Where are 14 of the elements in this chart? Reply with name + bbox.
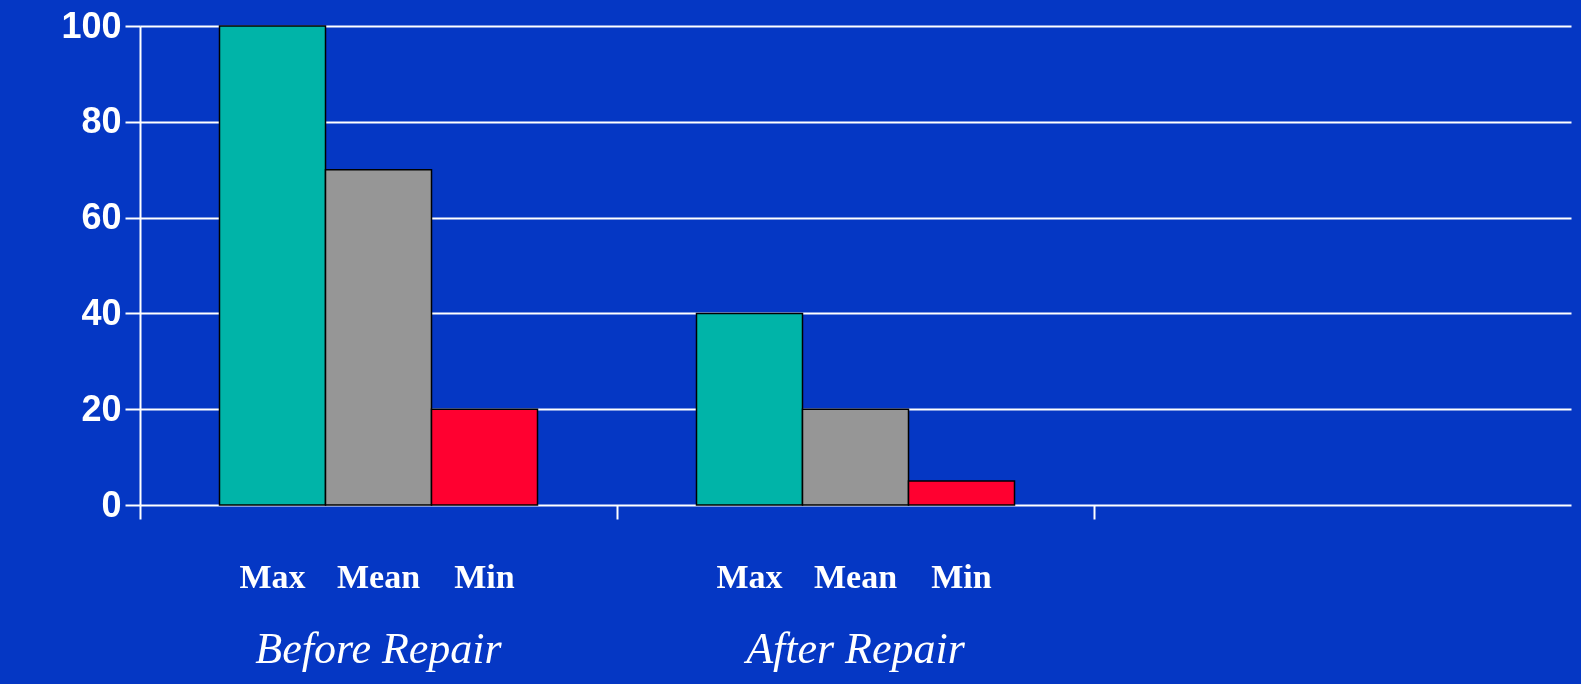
series-label: Max bbox=[239, 558, 306, 595]
y-tick-label: 0 bbox=[101, 483, 122, 525]
y-tick-label: 100 bbox=[61, 4, 122, 46]
y-tick-label: 60 bbox=[81, 196, 122, 238]
y-tick-label: 40 bbox=[81, 291, 122, 333]
x-tick-label: Before Repair bbox=[255, 623, 503, 673]
y-tick-label: 20 bbox=[81, 387, 122, 429]
y-tick-label: 80 bbox=[81, 100, 122, 142]
series-label: Mean bbox=[336, 558, 421, 595]
x-tick-label: After Repair bbox=[743, 623, 966, 673]
series-label: Min bbox=[454, 558, 515, 595]
text: Mean bbox=[813, 558, 898, 595]
text: Max bbox=[716, 558, 783, 595]
text: Min bbox=[931, 558, 992, 595]
